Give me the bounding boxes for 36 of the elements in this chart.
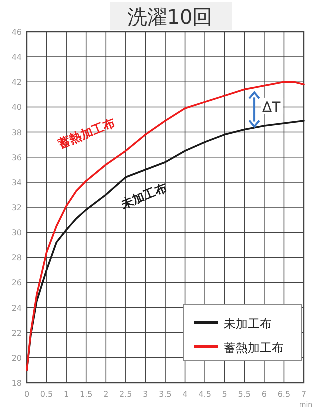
y-tick-label: 24: [12, 304, 22, 313]
y-tick-label: 38: [12, 128, 22, 138]
legend-label: 未加工布: [224, 317, 272, 331]
x-tick-label: 5.5: [238, 390, 252, 399]
x-tick-label: 3: [143, 390, 148, 399]
y-tick-label: 42: [12, 78, 22, 88]
y-tick-label: 26: [12, 278, 22, 288]
x-tick-label: 5: [222, 390, 228, 399]
chart-title: 洗濯10回: [127, 5, 213, 29]
x-tick-label: 0: [24, 390, 30, 399]
x-tick-label: 2.5: [120, 390, 132, 399]
y-tick-label: 20: [12, 354, 22, 363]
x-tick-label: 0.5: [40, 390, 54, 399]
y-tick-label: 40: [12, 103, 22, 112]
x-tick-label: 4.5: [198, 390, 212, 399]
y-tick-label: 36: [12, 153, 22, 162]
annotation: 未加工布: [118, 180, 170, 212]
y-tick-label: 32: [12, 204, 22, 212]
annotation: ΔT: [262, 100, 282, 116]
x-tick-label: 4: [182, 390, 188, 399]
y-tick-label: 44: [12, 53, 22, 62]
y-tick-label: 34: [12, 178, 22, 188]
x-tick-label: 7: [301, 390, 307, 399]
x-tick-label: 1: [64, 390, 70, 399]
y-tick-label: 22: [12, 328, 22, 338]
y-tick-label: 18: [12, 379, 22, 388]
annotation: 蓄熱加工布: [55, 116, 118, 152]
x-tick-label: 6.5: [278, 390, 291, 399]
y-tick-label: 46: [12, 28, 22, 37]
x-tick-label: 6: [262, 390, 267, 399]
y-tick-label: 30: [12, 228, 22, 238]
legend-label: 蓄熱加工布: [224, 341, 284, 355]
x-tick-label: 2: [104, 390, 109, 399]
x-tick-label: 1.5: [80, 390, 93, 399]
x-tick-label: 3.5: [159, 390, 172, 399]
y-tick-label: 28: [12, 254, 22, 263]
